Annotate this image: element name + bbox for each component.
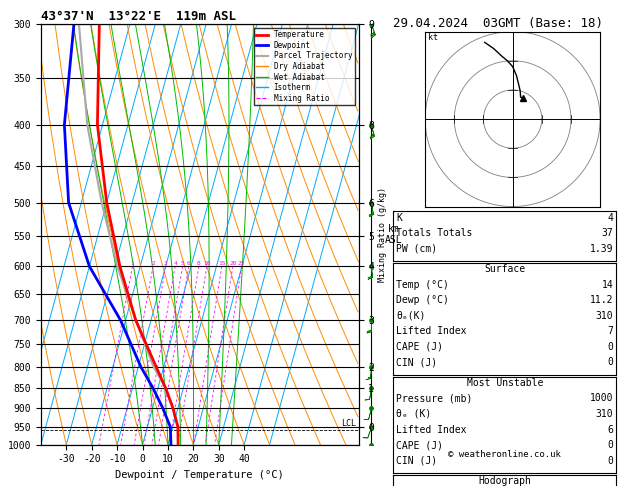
- Text: Most Unstable: Most Unstable: [467, 378, 543, 388]
- Text: Surface: Surface: [484, 264, 525, 274]
- Text: 14: 14: [601, 280, 613, 290]
- Text: 8: 8: [197, 261, 201, 266]
- Text: CIN (J): CIN (J): [396, 358, 437, 367]
- Y-axis label: km
ASL: km ASL: [385, 224, 403, 245]
- Text: 1.39: 1.39: [590, 244, 613, 254]
- Text: 5: 5: [181, 261, 184, 266]
- Text: 0: 0: [608, 342, 613, 352]
- Text: Pressure (mb): Pressure (mb): [396, 394, 472, 403]
- Text: 4: 4: [173, 261, 177, 266]
- Text: 1000: 1000: [590, 394, 613, 403]
- Text: 3: 3: [164, 261, 168, 266]
- Text: 43°37'N  13°22'E  119m ASL: 43°37'N 13°22'E 119m ASL: [41, 10, 236, 23]
- Text: 1: 1: [131, 261, 135, 266]
- Text: 7: 7: [608, 327, 613, 336]
- Y-axis label: hPa: hPa: [0, 225, 2, 244]
- Text: 29.04.2024  03GMT (Base: 18): 29.04.2024 03GMT (Base: 18): [393, 17, 603, 30]
- Text: Lifted Index: Lifted Index: [396, 425, 467, 434]
- Text: kt: kt: [428, 34, 438, 42]
- Text: 15: 15: [218, 261, 226, 266]
- Text: Hodograph: Hodograph: [478, 476, 532, 486]
- Text: Temp (°C): Temp (°C): [396, 280, 449, 290]
- Text: 6: 6: [608, 425, 613, 434]
- Text: 0: 0: [608, 358, 613, 367]
- Text: CIN (J): CIN (J): [396, 456, 437, 466]
- Text: 2: 2: [151, 261, 155, 266]
- Text: 310: 310: [596, 311, 613, 321]
- Text: Lifted Index: Lifted Index: [396, 327, 467, 336]
- X-axis label: Dewpoint / Temperature (°C): Dewpoint / Temperature (°C): [115, 470, 284, 480]
- Text: θₑ (K): θₑ (K): [396, 409, 431, 419]
- Text: 20: 20: [229, 261, 237, 266]
- Text: Dewp (°C): Dewp (°C): [396, 295, 449, 305]
- Text: © weatheronline.co.uk: © weatheronline.co.uk: [448, 450, 561, 459]
- Text: CAPE (J): CAPE (J): [396, 342, 443, 352]
- Text: CAPE (J): CAPE (J): [396, 440, 443, 450]
- Text: 11.2: 11.2: [590, 295, 613, 305]
- Text: 4: 4: [608, 213, 613, 223]
- Text: Mixing Ratio (g/kg): Mixing Ratio (g/kg): [378, 187, 387, 282]
- Text: 0: 0: [608, 440, 613, 450]
- Legend: Temperature, Dewpoint, Parcel Trajectory, Dry Adiabat, Wet Adiabat, Isotherm, Mi: Temperature, Dewpoint, Parcel Trajectory…: [254, 28, 355, 105]
- Text: 10: 10: [203, 261, 211, 266]
- Text: 37: 37: [601, 228, 613, 238]
- Text: θₑ(K): θₑ(K): [396, 311, 426, 321]
- Text: PW (cm): PW (cm): [396, 244, 437, 254]
- Text: 6: 6: [187, 261, 191, 266]
- Text: 310: 310: [596, 409, 613, 419]
- Text: LCL: LCL: [341, 419, 356, 428]
- Text: K: K: [396, 213, 402, 223]
- Text: 25: 25: [238, 261, 245, 266]
- Text: 0: 0: [608, 456, 613, 466]
- Text: Totals Totals: Totals Totals: [396, 228, 472, 238]
